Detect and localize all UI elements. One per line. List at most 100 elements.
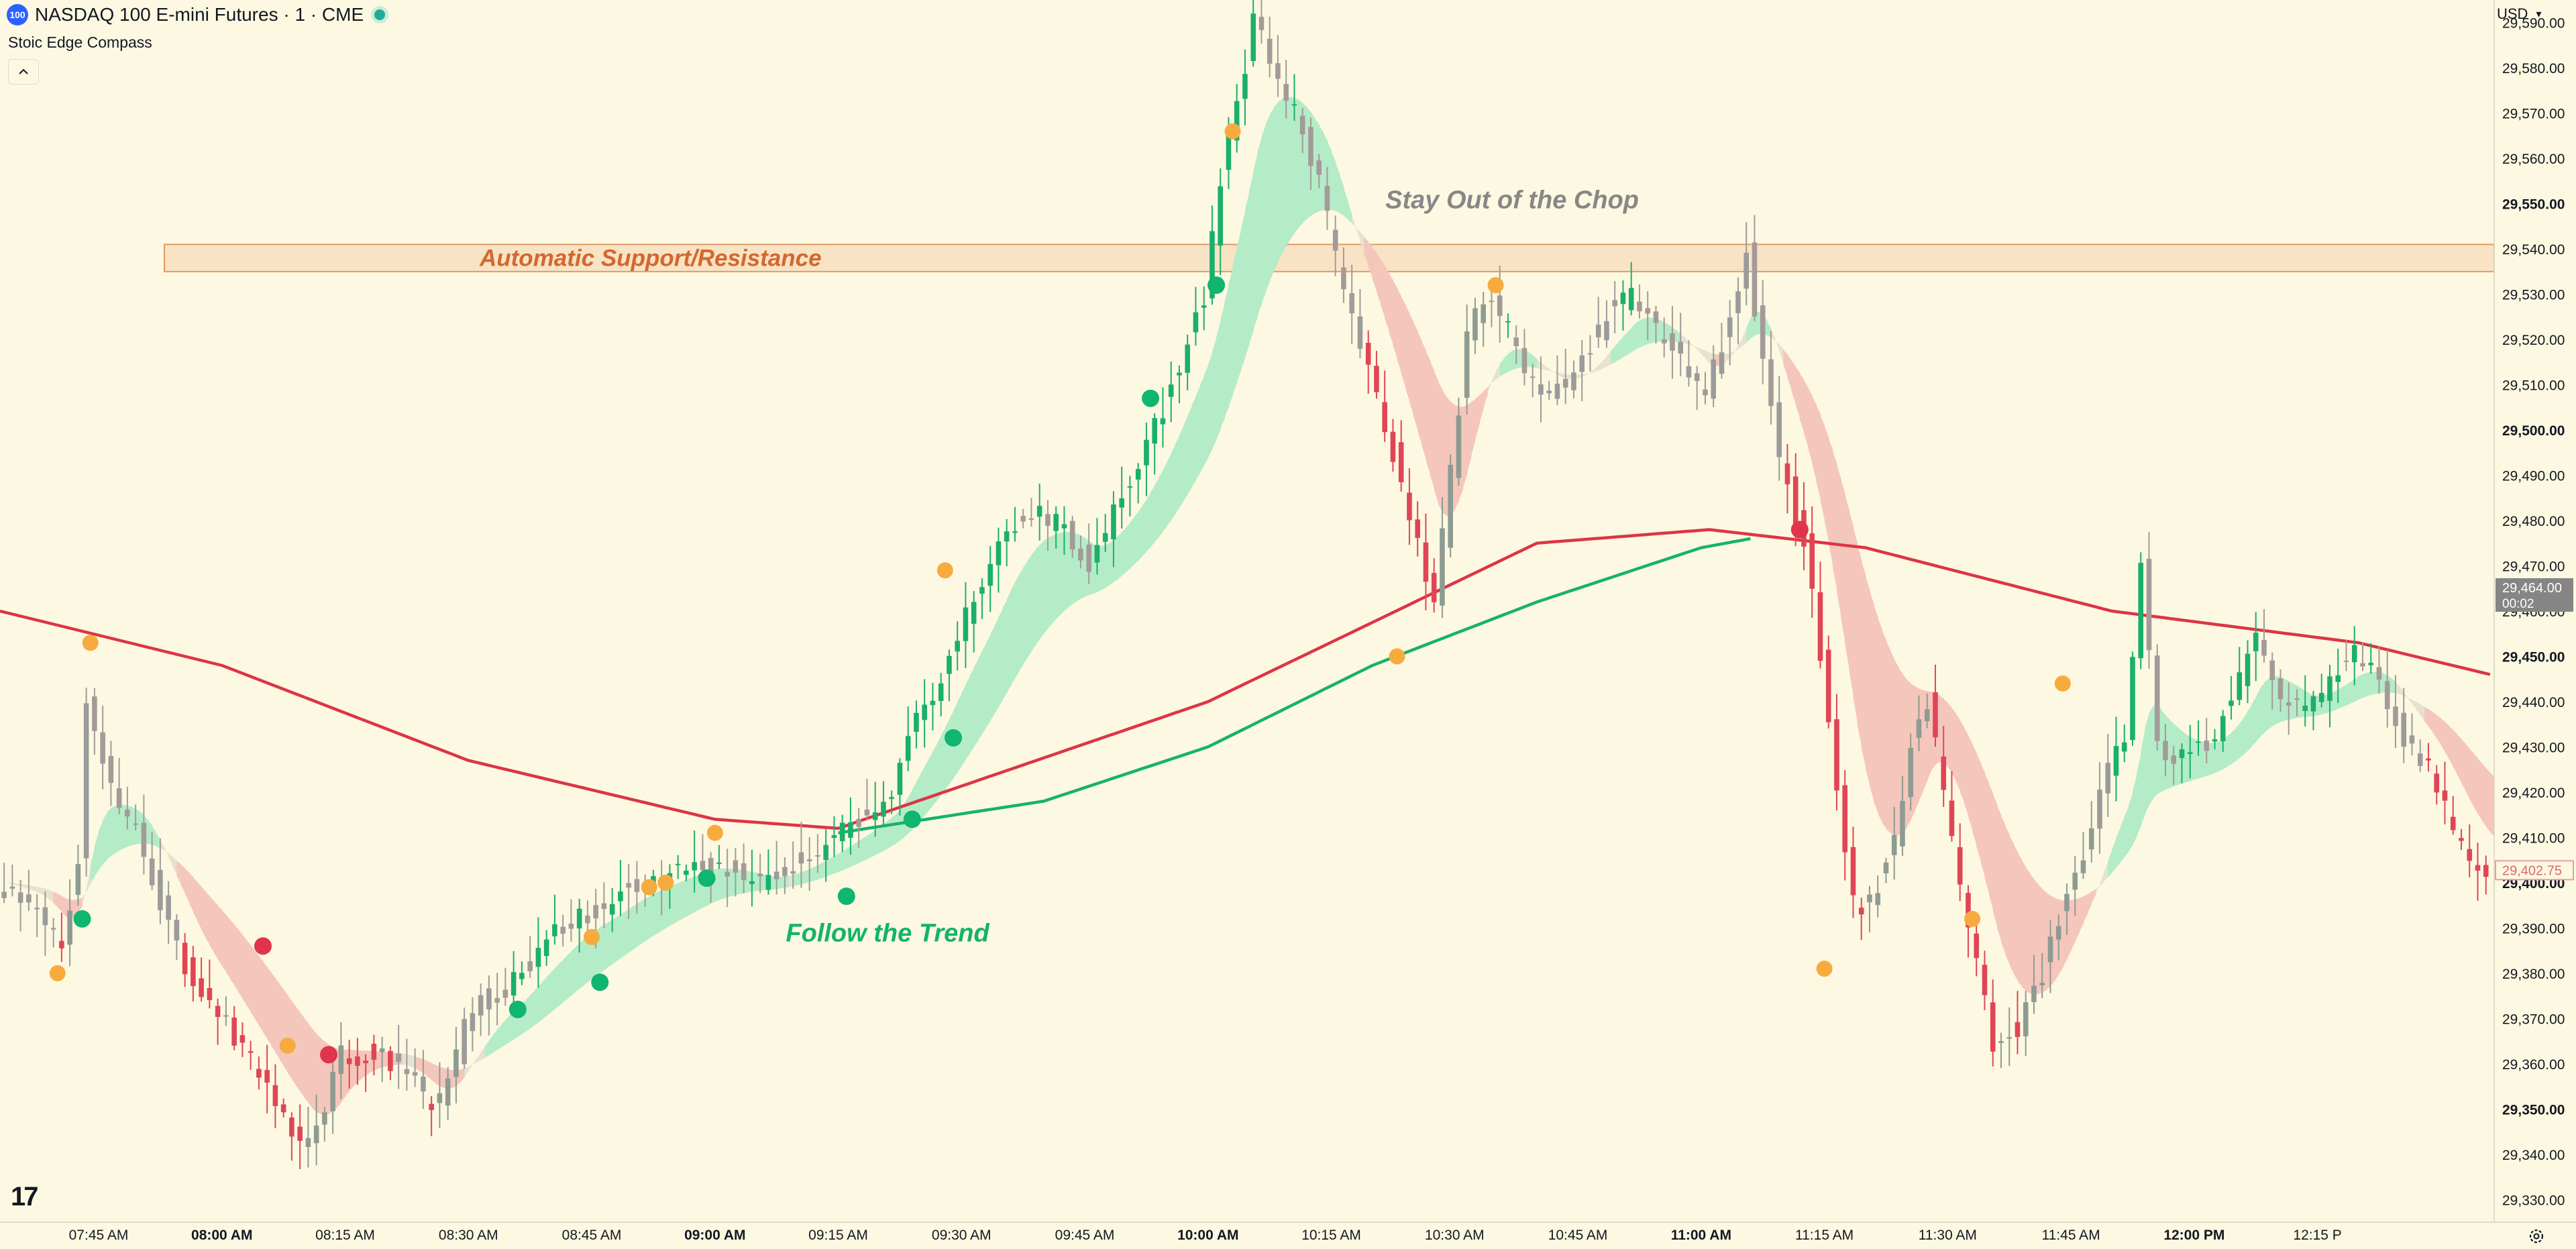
candle-body <box>1678 341 1684 354</box>
candle-body <box>1185 344 1190 373</box>
candle-body <box>280 1104 286 1113</box>
symbol-title[interactable]: NASDAQ 100 E-mini Futures · 1 · CME <box>35 4 364 25</box>
candle-body <box>1645 308 1651 314</box>
ribbon-segment <box>1984 773 1990 894</box>
candle-body <box>59 940 64 948</box>
ribbon-segment <box>1072 532 1077 604</box>
ribbon-segment <box>2485 767 2491 832</box>
ribbon-segment <box>1442 390 1447 517</box>
ribbon-segment <box>1405 305 1410 402</box>
candle-body <box>371 1043 377 1060</box>
ribbon-segment <box>1483 386 1489 409</box>
ribbon-segment <box>1507 350 1513 372</box>
signal-dot-green <box>591 973 609 991</box>
ribbon-segment <box>714 869 720 902</box>
candle-body <box>2343 660 2349 662</box>
candle-body <box>2483 865 2489 877</box>
ribbon-segment <box>526 995 531 1032</box>
candle-body <box>1357 316 1363 349</box>
ribbon-segment <box>1413 322 1418 431</box>
time-axis[interactable]: 07:45 AM 08:00 AM 08:15 AM 08:30 AM 08:45 AM… <box>69 1228 2342 1243</box>
ribbon-segment <box>1869 590 1874 802</box>
candle-body <box>1431 573 1437 602</box>
candle-body <box>1719 352 1725 374</box>
ribbon-segment <box>1080 535 1085 599</box>
candle-body <box>1341 267 1346 290</box>
candle-body <box>494 997 500 1003</box>
ribbon-segment <box>242 934 248 1006</box>
candle-body <box>2031 985 2037 1002</box>
collapse-legend-button[interactable] <box>8 59 39 85</box>
candle-body <box>626 883 631 888</box>
candle-body <box>2360 663 2365 667</box>
candle-body <box>1218 186 1223 246</box>
ribbon-segment <box>90 845 95 884</box>
signal-dot-orange <box>1389 648 1405 665</box>
candle-body <box>749 881 755 884</box>
ribbon-segment <box>2226 732 2232 767</box>
ribbon-segment <box>1150 485 1155 547</box>
candle-body <box>1382 402 1387 433</box>
gear-icon[interactable] <box>2526 1226 2546 1246</box>
ribbon-segment <box>1397 288 1402 374</box>
y-tick-label: 29,510.00 <box>2502 378 2565 394</box>
candle-body <box>264 1070 270 1083</box>
indicator-name[interactable]: Stoic Edge Compass <box>8 34 152 51</box>
tradingview-logo-icon[interactable]: 17 <box>11 1182 38 1211</box>
ribbon-segment <box>1882 629 1887 829</box>
ribbon-segment <box>633 904 638 950</box>
ribbon-segment <box>1795 366 1801 419</box>
candlesticks[interactable] <box>1 0 2489 1169</box>
candle-body <box>67 910 72 945</box>
candle-body <box>1809 533 1815 589</box>
candle-body <box>9 886 15 889</box>
ribbon-segment <box>263 961 268 1040</box>
candle-body <box>938 683 944 701</box>
candle-body <box>1661 339 1667 343</box>
ribbon-segment <box>238 930 244 999</box>
candle-body <box>1415 519 1420 538</box>
ribbon-segment <box>1438 381 1443 513</box>
candle-body <box>700 861 706 871</box>
ribbon-segment <box>184 868 190 904</box>
ribbon-segment <box>1035 544 1040 645</box>
ribbon-segment <box>78 897 83 913</box>
ribbon-segment <box>892 814 897 847</box>
ribbon-segment <box>501 1020 506 1048</box>
candle-body <box>412 1072 418 1076</box>
candle-body <box>1924 709 1930 722</box>
candle-body <box>1028 518 1034 520</box>
candle-body <box>1966 893 1971 928</box>
candle-body <box>2146 559 2152 651</box>
currency-selector[interactable]: USD ▾ <box>2497 5 2541 23</box>
candle-body <box>1456 415 1462 478</box>
candle-body <box>535 948 541 967</box>
ribbon-segment <box>936 735 942 801</box>
ribbon-segment <box>1348 201 1352 223</box>
ribbon-segment <box>1902 673 1907 833</box>
ribbon-segment <box>2469 749 2475 807</box>
ribbon-segment <box>530 991 535 1029</box>
ribbon-segment <box>193 877 198 922</box>
candle-body <box>1069 521 1075 550</box>
y-tick-label: 29,520.00 <box>2502 333 2565 348</box>
ribbon-segment <box>2272 676 2277 726</box>
candle-body <box>1670 333 1675 351</box>
candle-body <box>1111 504 1116 540</box>
signal-dot-green <box>508 1000 527 1018</box>
price-axis[interactable]: 29,330.00 29,340.00 29,350.00 29,360.00 29,3… <box>2502 16 2565 1209</box>
candle-body <box>1612 300 1618 307</box>
candle-body <box>2113 746 2119 776</box>
ribbon-segment <box>2222 736 2228 769</box>
ribbon-segment <box>382 1051 387 1068</box>
ribbon-segment <box>2259 682 2265 737</box>
candle-body <box>453 1049 459 1077</box>
signal-dot-orange <box>936 562 953 579</box>
ribbon-segment <box>1052 534 1057 624</box>
y-tick-label: 29,380.00 <box>2502 967 2565 982</box>
ribbon-segment <box>1742 327 1748 346</box>
chart-header: 100 NASDAQ 100 E-mini Futures · 1 · CME <box>7 4 386 25</box>
